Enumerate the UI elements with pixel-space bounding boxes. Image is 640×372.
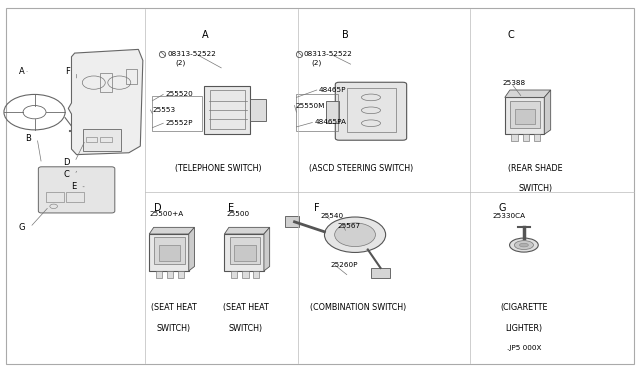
Bar: [511, 134, 518, 141]
Polygon shape: [264, 227, 269, 271]
Bar: [154, 237, 185, 264]
Text: G: G: [19, 223, 25, 232]
Text: 08313-52522: 08313-52522: [167, 51, 216, 57]
Text: (2): (2): [312, 60, 322, 66]
Bar: [149, 234, 189, 271]
Text: 25550M: 25550M: [296, 103, 325, 109]
Bar: [125, 69, 137, 84]
Text: (REAR SHADE: (REAR SHADE: [508, 164, 563, 173]
Bar: [230, 237, 260, 264]
Polygon shape: [225, 227, 269, 234]
Text: 08313-52522: 08313-52522: [303, 51, 352, 57]
Text: 48465PA: 48465PA: [314, 119, 346, 125]
Bar: [253, 271, 259, 278]
Bar: [77, 126, 91, 136]
Text: 25500: 25500: [227, 211, 250, 217]
Text: D: D: [154, 203, 162, 213]
Text: SWITCH): SWITCH): [156, 324, 191, 333]
Bar: [156, 271, 162, 278]
Text: (TELEPHONE SWITCH): (TELEPHONE SWITCH): [175, 164, 261, 173]
Text: 25540: 25540: [320, 212, 343, 218]
Polygon shape: [505, 90, 550, 97]
Bar: [371, 268, 390, 278]
Text: (ASCD STEERING SWITCH): (ASCD STEERING SWITCH): [309, 164, 413, 173]
Bar: [231, 271, 237, 278]
Text: SWITCH): SWITCH): [518, 184, 552, 193]
Text: 255520: 255520: [165, 92, 193, 97]
Text: (2): (2): [175, 60, 186, 66]
Text: 25552P: 25552P: [165, 120, 193, 126]
Text: C: C: [63, 170, 69, 179]
Polygon shape: [68, 49, 143, 155]
Bar: [67, 192, 84, 202]
Text: G: G: [499, 203, 506, 213]
FancyBboxPatch shape: [38, 167, 115, 213]
Bar: [83, 129, 121, 151]
Bar: [285, 215, 299, 227]
Text: 25500+A: 25500+A: [150, 211, 184, 217]
Ellipse shape: [509, 238, 538, 252]
Text: SWITCH): SWITCH): [228, 324, 262, 333]
Text: .JP5 000X: .JP5 000X: [507, 345, 541, 351]
Polygon shape: [149, 227, 195, 234]
Ellipse shape: [520, 243, 529, 247]
Bar: [86, 137, 97, 142]
Bar: [211, 90, 245, 129]
Bar: [178, 271, 184, 278]
Bar: [296, 94, 338, 131]
Text: (SEAT HEAT: (SEAT HEAT: [223, 303, 268, 312]
Bar: [46, 192, 64, 202]
Text: D: D: [63, 157, 70, 167]
Bar: [523, 134, 529, 141]
Text: F: F: [314, 203, 319, 213]
Text: LIGHTER): LIGHTER): [506, 324, 543, 333]
Text: E: E: [228, 203, 234, 213]
Text: (CIGARETTE: (CIGARETTE: [500, 303, 548, 312]
Bar: [326, 101, 339, 123]
Text: 25388: 25388: [502, 80, 525, 86]
Polygon shape: [544, 90, 550, 134]
Bar: [100, 137, 111, 142]
Text: A: A: [202, 30, 209, 40]
Text: B: B: [342, 30, 349, 40]
Bar: [515, 109, 536, 124]
Text: (COMBINATION SWITCH): (COMBINATION SWITCH): [310, 303, 406, 312]
Text: B: B: [26, 134, 31, 142]
Circle shape: [335, 223, 376, 247]
Bar: [505, 97, 544, 134]
Bar: [234, 245, 255, 260]
Bar: [243, 271, 248, 278]
Text: E: E: [72, 182, 77, 191]
Bar: [204, 86, 250, 134]
Bar: [100, 73, 111, 92]
Text: 25330CA: 25330CA: [492, 212, 525, 218]
Text: (SEAT HEAT: (SEAT HEAT: [150, 303, 196, 312]
Text: A: A: [19, 67, 24, 76]
Bar: [534, 134, 540, 141]
Ellipse shape: [515, 241, 534, 250]
Text: 25553: 25553: [152, 107, 175, 113]
Bar: [152, 96, 202, 131]
Text: 25567: 25567: [338, 222, 361, 228]
Text: F: F: [65, 67, 70, 76]
Bar: [510, 101, 540, 128]
Circle shape: [324, 217, 386, 253]
Bar: [250, 99, 266, 121]
Bar: [167, 271, 173, 278]
Bar: [159, 245, 180, 260]
Text: 48465P: 48465P: [319, 87, 346, 93]
Polygon shape: [189, 227, 195, 271]
Text: 25260P: 25260P: [330, 262, 358, 268]
Text: C: C: [508, 30, 515, 40]
FancyBboxPatch shape: [335, 82, 406, 140]
Bar: [225, 234, 264, 271]
Bar: [347, 88, 396, 132]
